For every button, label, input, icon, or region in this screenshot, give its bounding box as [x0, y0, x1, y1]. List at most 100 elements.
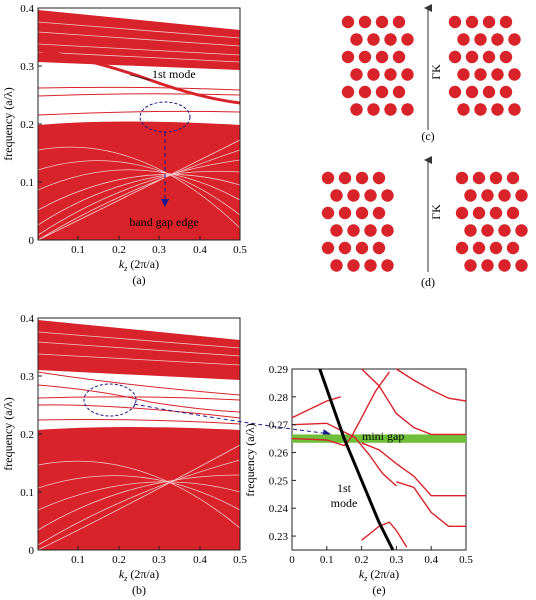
lattice-rod	[330, 189, 343, 202]
lattice-rod	[350, 33, 363, 46]
lattice-rod	[338, 206, 352, 220]
panel-a-mode-pointer	[129, 74, 151, 81]
panel-b-xlabel: kz (2π/a)	[119, 567, 159, 583]
band-curve	[291, 422, 397, 487]
panel-e-ytick: 0.29	[269, 364, 289, 376]
lattice-rod	[375, 85, 389, 99]
band-curve	[396, 368, 467, 402]
band-curve	[361, 521, 408, 548]
panel-b-ytick: 0.4	[20, 313, 34, 325]
panel-e-bands	[291, 368, 467, 551]
panel-a-upper-band	[38, 10, 240, 70]
lattice-rod	[491, 68, 504, 81]
panel-e-gap-annotation: mini gap	[362, 429, 404, 443]
lattice-rod	[457, 33, 470, 46]
lattice-rod	[364, 259, 377, 272]
panel-e-xlabel: kz (2π/a)	[359, 567, 399, 583]
panel-e-ytick: 0.27	[269, 420, 289, 432]
lattice-rod	[350, 68, 363, 81]
panel-e-label: (e)	[372, 583, 385, 597]
lattice-rod	[321, 206, 335, 220]
mini-gap-band	[292, 434, 466, 443]
panel-b-ytick: 0	[29, 545, 35, 557]
lattice-rod	[375, 50, 389, 64]
lattice-rod	[506, 171, 520, 185]
panel-b-upper-streaks	[38, 331, 240, 366]
panel-d-lattice-left	[321, 171, 394, 272]
lattice-rod	[364, 224, 377, 237]
panel-b-bands	[38, 320, 240, 550]
panel-e-xtick: 0	[289, 554, 295, 566]
band-curve	[396, 481, 466, 527]
panel-a-mode-annotation: 1st mode	[152, 67, 196, 81]
lattice-rod	[472, 206, 486, 220]
first-mode-line	[318, 368, 395, 551]
band-curve	[291, 371, 390, 447]
lattice-rod	[508, 33, 521, 46]
lattice-rod	[341, 85, 355, 99]
band-curve	[291, 396, 341, 419]
lattice-rod	[330, 259, 343, 272]
lattice-rod	[455, 171, 469, 185]
lattice-rod	[489, 171, 503, 185]
panel-e: 0 0.1 0.2 0.3 0.4 0.5 0.230.240.250.260.270.2…	[243, 364, 473, 597]
lattice-rod	[448, 85, 462, 99]
panel-e-ytick: 0.26	[269, 448, 289, 460]
band-curve	[361, 442, 466, 497]
panel-e-xtick: 0.4	[424, 554, 438, 566]
panel-b-xtick: 0.5	[233, 554, 247, 566]
lattice-rod	[367, 33, 380, 46]
panel-a-ytick: 0.3	[20, 61, 34, 73]
lattice-rod	[372, 241, 386, 255]
lattice-rod	[355, 206, 369, 220]
lattice-rod	[338, 171, 352, 185]
lattice-rod	[401, 103, 414, 116]
panel-a: 0.1 0.2 0.3 0.4 0.5 0 0.1 0.2 0.3 0.4 fr…	[1, 3, 247, 287]
lattice-rod	[381, 189, 394, 202]
lattice-rod	[506, 241, 520, 255]
panel-a-ytick: 0.4	[20, 3, 34, 15]
panel-e-ytick: 0.24	[269, 503, 289, 515]
lattice-rod	[499, 85, 513, 99]
lattice-rod	[499, 15, 513, 29]
lattice-rod	[482, 85, 496, 99]
panel-d-direction-label: ΓK	[429, 204, 443, 220]
lattice-rod	[472, 171, 486, 185]
panel-a-ylabel: frequency (a/λ)	[1, 87, 15, 160]
panel-a-ytick: 0.1	[20, 177, 34, 189]
lattice-rod	[464, 259, 477, 272]
lattice-rod	[455, 241, 469, 255]
panel-d-label: (d)	[421, 275, 435, 289]
lattice-rod	[347, 224, 360, 237]
lattice-rod	[384, 33, 397, 46]
panel-e-mode-annotation: mode	[331, 496, 358, 510]
lattice-rod	[364, 189, 377, 202]
lattice-rod	[506, 206, 520, 220]
lattice-rod	[358, 15, 372, 29]
b-to-e-arrow	[133, 403, 331, 438]
band-curve	[361, 368, 466, 436]
lattice-rod	[498, 224, 511, 237]
panel-b-ticks	[38, 375, 201, 550]
panel-b-mid-lines	[38, 371, 240, 425]
lattice-rod	[498, 259, 511, 272]
lattice-rod	[367, 103, 380, 116]
panel-b-ylabel: frequency (a/λ)	[1, 397, 15, 470]
lattice-rod	[464, 224, 477, 237]
panel-e-ytick: 0.28	[269, 392, 289, 404]
panel-e-frame	[291, 368, 467, 551]
lattice-rod	[384, 103, 397, 116]
lattice-rod	[392, 85, 406, 99]
lattice-rod	[401, 33, 414, 46]
panel-a-gap-annotation: band gap edge	[129, 215, 198, 229]
panel-a-xtick: 0.2	[112, 244, 126, 256]
lattice-rod	[381, 259, 394, 272]
lattice-rod	[448, 50, 462, 64]
panel-e-ytick: 0.25	[269, 475, 289, 487]
panel-a-xtick: 0.4	[193, 244, 207, 256]
panel-b-upper-band	[38, 320, 240, 380]
panel-b-xtick: 0.1	[71, 554, 85, 566]
panel-b-ytick: 0.1	[20, 487, 34, 499]
lattice-rod	[355, 171, 369, 185]
lattice-rod	[498, 189, 511, 202]
